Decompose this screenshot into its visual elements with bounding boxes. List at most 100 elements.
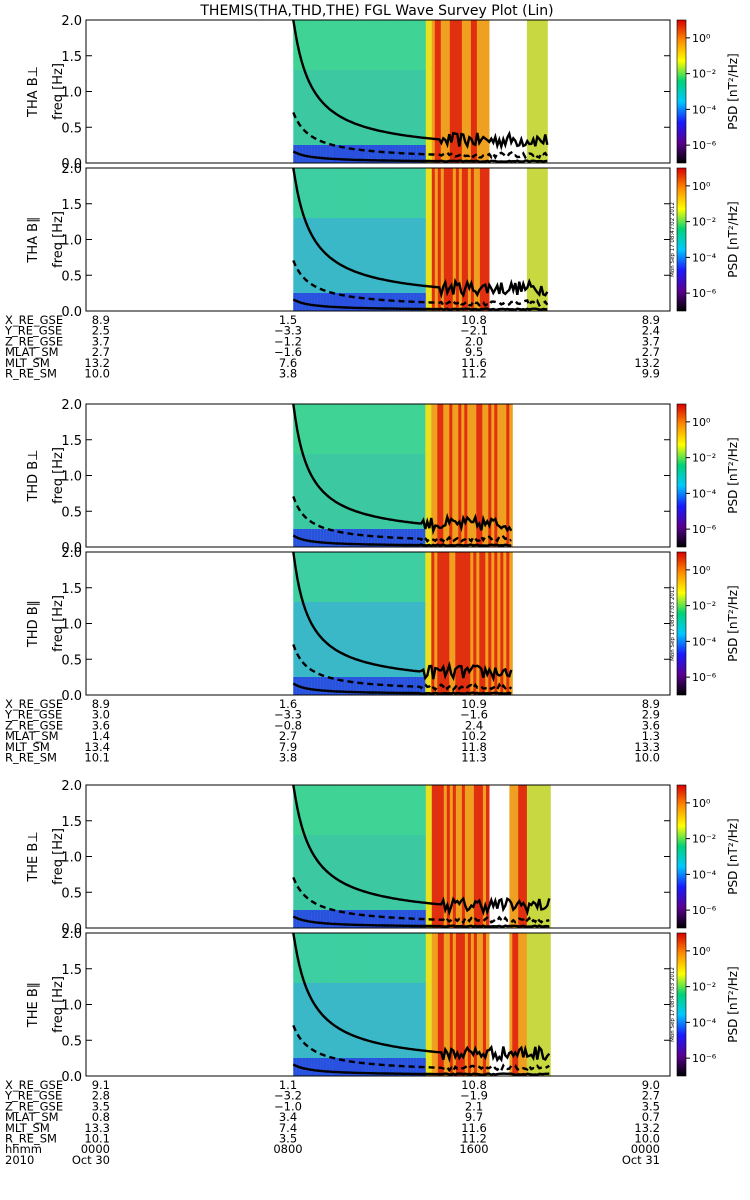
spectrogram-cell	[413, 168, 418, 218]
spectrogram-cell	[416, 785, 421, 928]
spectrogram-cell	[422, 529, 426, 547]
spectrogram-cell	[314, 552, 318, 602]
y-tick-label: 0.0	[61, 305, 82, 320]
ephemeris-value: 10.0	[634, 1132, 660, 1146]
spectrogram-cell	[392, 20, 397, 163]
spectrogram-cell	[320, 20, 324, 70]
spectrogram-cell	[368, 1058, 373, 1076]
spectrogram-cell	[509, 552, 513, 695]
spectrogram-cell	[449, 404, 453, 547]
spectrogram-cell	[437, 933, 442, 1076]
spectrogram-cell	[503, 404, 507, 547]
spectrogram-cell	[344, 933, 348, 1076]
spectrogram-cell	[392, 785, 397, 928]
spectrogram-cell	[326, 529, 330, 547]
spectrogram-cell	[305, 785, 309, 835]
ephemeris-value: −3.3	[274, 708, 302, 722]
colorbar-tick-label: 10⁻²	[692, 833, 716, 846]
spectrogram-cell	[299, 933, 303, 983]
spectrogram-cell	[329, 20, 333, 70]
spectrogram-cell	[380, 552, 384, 602]
spectrogram-cell	[368, 168, 373, 218]
ephemeris-value: 3.0	[92, 708, 110, 722]
y-tick-label: 0.5	[61, 653, 82, 668]
colorbar	[676, 551, 687, 696]
spectrogram-cell	[386, 785, 391, 835]
spectrogram-cell	[365, 20, 370, 163]
spectrogram-cell	[317, 552, 321, 695]
spectrogram-cell	[329, 785, 333, 928]
spectrogram-cell	[485, 552, 489, 695]
spectrogram-cell	[434, 933, 439, 1076]
spectrogram-cell	[392, 910, 397, 928]
spectrogram-cell	[464, 785, 469, 928]
y-tick-label: 0.0	[61, 689, 82, 704]
ephemeris-value: −3.3	[274, 324, 302, 338]
spectrogram-cell	[443, 933, 448, 1076]
spectrogram-cell	[362, 552, 366, 602]
y-tick-label: 1.5	[61, 963, 82, 978]
spectrogram-cell	[335, 933, 339, 1076]
spectrogram-cell	[446, 552, 450, 695]
spectrogram-cell	[404, 910, 409, 928]
spectrogram-cell	[326, 552, 330, 695]
spectrogram-cell	[365, 785, 370, 835]
spectrogram-cell	[404, 552, 408, 695]
y-tick-label: 0.5	[61, 1034, 82, 1049]
spectrogram-cell	[383, 168, 388, 311]
spectrogram-cell	[497, 404, 501, 547]
spectrogram-cell	[479, 785, 484, 928]
colorbar-tick-label: 10⁻²	[692, 981, 716, 994]
spectrogram-cell	[302, 910, 306, 928]
spectrogram-cell	[419, 933, 424, 983]
spectrogram-cell	[521, 785, 525, 928]
spectrogram-cell	[482, 404, 486, 547]
spectrogram-cell	[401, 404, 405, 454]
spectrogram-cell	[476, 168, 481, 311]
spectrogram-cell	[389, 552, 393, 602]
spectrogram-cell	[320, 529, 324, 547]
spectrogram-cell	[377, 1058, 382, 1076]
spectrogram-cell	[535, 20, 540, 163]
spectrogram-cell	[332, 1058, 336, 1076]
spectrogram-cell	[305, 677, 309, 695]
ephemeris-row-name: Z_RE_GSE	[5, 334, 63, 348]
spectrogram-cell	[317, 529, 321, 547]
ephemeris-value: 2.7	[92, 345, 110, 359]
spectrogram-cell	[374, 552, 378, 602]
spectrogram-cell	[401, 785, 406, 835]
spectrogram-cell	[509, 404, 513, 547]
y-tick-label: 2.0	[61, 546, 82, 561]
ephemeris-value: 1.5	[279, 313, 297, 327]
spectrogram-cell	[359, 933, 363, 983]
y-tick-label: 2.0	[61, 779, 82, 794]
spectrogram-cell	[455, 933, 460, 1076]
spectrogram-cell	[299, 404, 303, 547]
spectrogram-cell	[338, 20, 342, 163]
spectrogram-cell	[353, 785, 357, 835]
spectrogram-cell	[485, 404, 489, 547]
spectrogram-cell	[512, 933, 516, 1076]
y-tick-label: 1.5	[61, 198, 82, 213]
spectrogram-cell	[401, 552, 405, 695]
spectrogram-cell	[374, 293, 379, 311]
y-axis-label: freq [Hz]	[51, 211, 66, 268]
spectrogram-cell	[320, 168, 324, 218]
spectrogram-cell	[395, 1058, 400, 1076]
spectrogram-cell	[293, 785, 297, 928]
ephemeris-row-name: 2010	[5, 1153, 34, 1167]
spectrogram-cell	[368, 785, 373, 835]
colorbar-tick-label: 10⁰	[692, 32, 711, 45]
spectrogram-cell	[350, 404, 354, 454]
ephemeris-value: −1.6	[460, 708, 488, 722]
ephemeris-value: 1.1	[279, 1078, 297, 1092]
y-tick-label: 0.5	[61, 269, 82, 284]
spectrogram-cell	[305, 910, 309, 928]
ephemeris-value: 7.6	[279, 356, 297, 370]
spectrogram-cell	[311, 1058, 315, 1076]
spectrogram-cell	[410, 785, 415, 835]
spectrogram-cell	[359, 785, 363, 835]
spectrogram-cell	[338, 933, 342, 983]
spectrogram-cell	[305, 168, 309, 218]
spectrogram-cell	[308, 933, 312, 1076]
